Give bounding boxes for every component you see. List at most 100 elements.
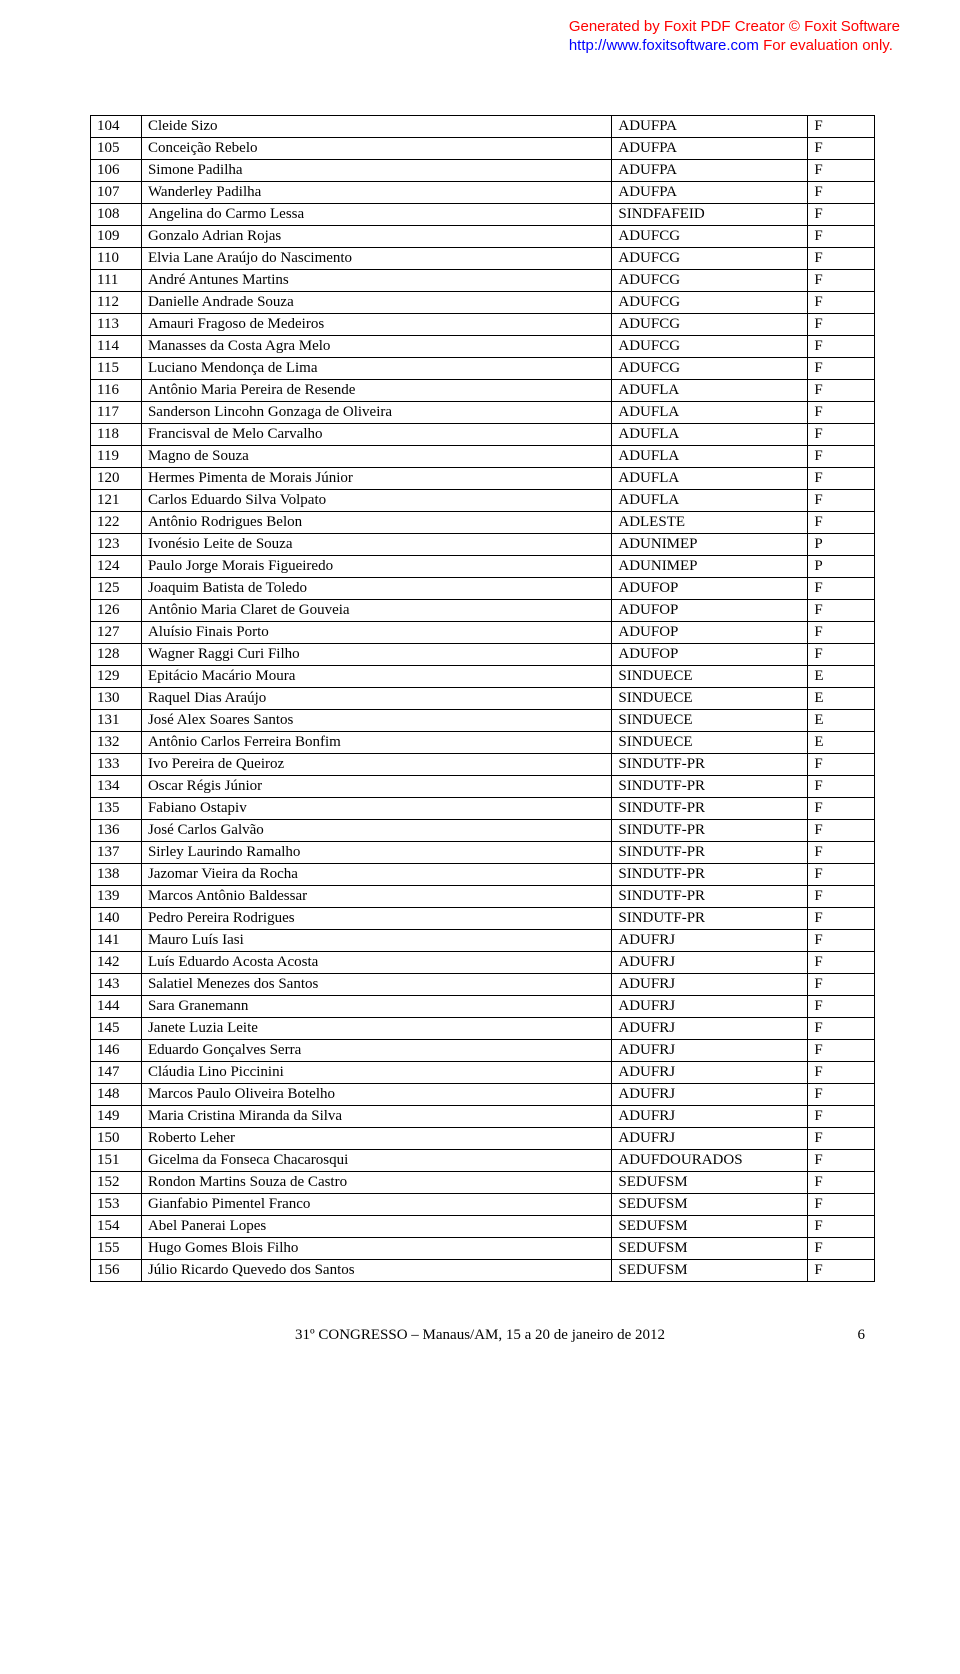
table-row: 126Antônio Maria Claret de GouveiaADUFOP… [91,600,875,622]
table-cell: P [808,556,875,578]
table-cell: Ivo Pereira de Queiroz [141,754,611,776]
table-cell: F [808,424,875,446]
table-cell: Roberto Leher [141,1128,611,1150]
table-cell: 141 [91,930,142,952]
table-cell: Carlos Eduardo Silva Volpato [141,490,611,512]
table-cell: Cleide Sizo [141,116,611,138]
table-row: 119Magno de SouzaADUFLAF [91,446,875,468]
table-cell: Maria Cristina Miranda da Silva [141,1106,611,1128]
table-cell: 113 [91,314,142,336]
table-cell: F [808,820,875,842]
table-cell: ADUFRJ [612,1128,808,1150]
table-cell: Marcos Paulo Oliveira Botelho [141,1084,611,1106]
table-cell: SINDFAFEID [612,204,808,226]
table-cell: F [808,1194,875,1216]
table-cell: ADUFRJ [612,1062,808,1084]
table-cell: Conceição Rebelo [141,138,611,160]
table-cell: 140 [91,908,142,930]
table-cell: F [808,116,875,138]
table-cell: 131 [91,710,142,732]
table-cell: F [808,1106,875,1128]
table-cell: José Alex Soares Santos [141,710,611,732]
table-cell: 146 [91,1040,142,1062]
table-cell: 129 [91,666,142,688]
table-cell: ADUFCG [612,336,808,358]
table-cell: Hugo Gomes Blois Filho [141,1238,611,1260]
table-cell: Antônio Maria Claret de Gouveia [141,600,611,622]
table-row: 125Joaquim Batista de ToledoADUFOPF [91,578,875,600]
table-row: 131José Alex Soares SantosSINDUECEE [91,710,875,732]
table-cell: SINDUTF-PR [612,842,808,864]
table-cell: 139 [91,886,142,908]
table-cell: 107 [91,182,142,204]
table-row: 148Marcos Paulo Oliveira BotelhoADUFRJF [91,1084,875,1106]
table-row: 133Ivo Pereira de QueirozSINDUTF-PRF [91,754,875,776]
table-cell: F [808,468,875,490]
table-cell: ADUFRJ [612,974,808,996]
table-cell: 149 [91,1106,142,1128]
table-cell: 124 [91,556,142,578]
table-row: 155Hugo Gomes Blois FilhoSEDUFSMF [91,1238,875,1260]
table-row: 135Fabiano OstapivSINDUTF-PRF [91,798,875,820]
table-cell: F [808,908,875,930]
table-row: 154Abel Panerai LopesSEDUFSMF [91,1216,875,1238]
table-row: 124Paulo Jorge Morais FigueiredoADUNIMEP… [91,556,875,578]
table-cell: 115 [91,358,142,380]
table-cell: F [808,248,875,270]
table-cell: F [808,1172,875,1194]
table-row: 152Rondon Martins Souza de CastroSEDUFSM… [91,1172,875,1194]
table-cell: 153 [91,1194,142,1216]
table-cell: 147 [91,1062,142,1084]
table-cell: 105 [91,138,142,160]
table-cell: 119 [91,446,142,468]
table-row: 129Epitácio Macário MouraSINDUECEE [91,666,875,688]
table-cell: 126 [91,600,142,622]
table-cell: 136 [91,820,142,842]
table-cell: F [808,974,875,996]
table-cell: F [808,380,875,402]
table-row: 153Gianfabio Pimentel FrancoSEDUFSMF [91,1194,875,1216]
table-row: 130Raquel Dias AraújoSINDUECEE [91,688,875,710]
table-cell: José Carlos Galvão [141,820,611,842]
table-row: 109Gonzalo Adrian RojasADUFCGF [91,226,875,248]
table-cell: Wagner Raggi Curi Filho [141,644,611,666]
table-row: 113Amauri Fragoso de MedeirosADUFCGF [91,314,875,336]
table-cell: Pedro Pereira Rodrigues [141,908,611,930]
table-cell: ADUFOP [612,644,808,666]
table-row: 147Cláudia Lino PiccininiADUFRJF [91,1062,875,1084]
table-cell: Oscar Régis Júnior [141,776,611,798]
table-row: 116Antônio Maria Pereira de ResendeADUFL… [91,380,875,402]
table-cell: F [808,226,875,248]
table-row: 105Conceição RebeloADUFPAF [91,138,875,160]
table-cell: Janete Luzia Leite [141,1018,611,1040]
table-row: 123Ivonésio Leite de SouzaADUNIMEPP [91,534,875,556]
table-cell: Amauri Fragoso de Medeiros [141,314,611,336]
table-row: 110Elvia Lane Araújo do NascimentoADUFCG… [91,248,875,270]
table-cell: 150 [91,1128,142,1150]
table-cell: F [808,512,875,534]
table-cell: Antônio Carlos Ferreira Bonfim [141,732,611,754]
table-row: 140Pedro Pereira RodriguesSINDUTF-PRF [91,908,875,930]
table-cell: 135 [91,798,142,820]
table-cell: F [808,1062,875,1084]
table-cell: 106 [91,160,142,182]
table-cell: ADUFPA [612,182,808,204]
table-cell: 108 [91,204,142,226]
table-cell: SINDUTF-PR [612,820,808,842]
table-cell: ADUFRJ [612,996,808,1018]
table-row: 137Sirley Laurindo RamalhoSINDUTF-PRF [91,842,875,864]
table-row: 142Luís Eduardo Acosta AcostaADUFRJF [91,952,875,974]
table-cell: Jazomar Vieira da Rocha [141,864,611,886]
table-cell: 120 [91,468,142,490]
table-row: 114Manasses da Costa Agra MeloADUFCGF [91,336,875,358]
table-cell: ADUFRJ [612,952,808,974]
table-row: 106Simone PadilhaADUFPAF [91,160,875,182]
table-cell: SINDUTF-PR [612,886,808,908]
table-cell: SINDUTF-PR [612,864,808,886]
table-cell: 118 [91,424,142,446]
table-cell: SINDUTF-PR [612,754,808,776]
table-cell: 109 [91,226,142,248]
table-cell: Antônio Rodrigues Belon [141,512,611,534]
table-cell: 148 [91,1084,142,1106]
table-cell: ADUFRJ [612,1040,808,1062]
